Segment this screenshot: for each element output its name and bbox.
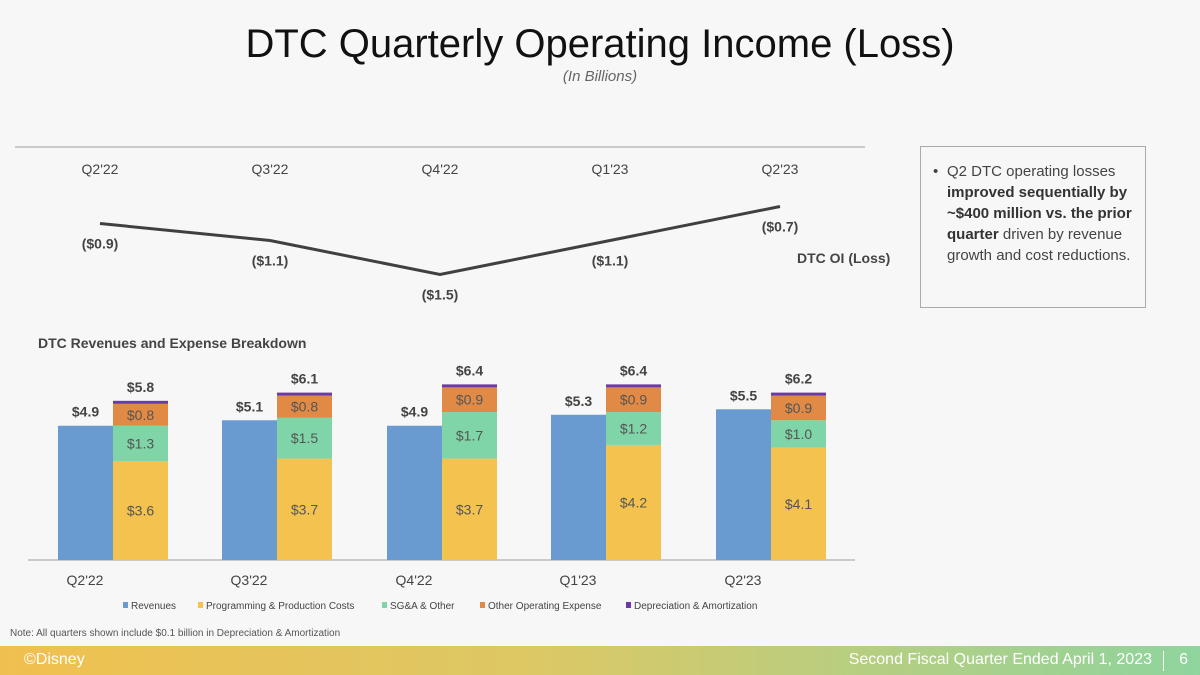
bar-total-label: $6.4 — [456, 362, 483, 378]
bar-segment-2 — [606, 387, 661, 413]
bar-x-tick: Q3'22 — [231, 572, 268, 588]
line-x-tick: Q2'23 — [762, 161, 799, 177]
bar-segment-2 — [442, 387, 497, 413]
bar-segment-2 — [277, 395, 332, 418]
bar-segment-label: $1.5 — [291, 430, 318, 446]
line-series — [99, 205, 781, 277]
legend-label: Other Operating Expense — [488, 601, 602, 612]
bar-total-label: $6.1 — [291, 371, 318, 387]
bar-segment-3 — [606, 384, 661, 388]
bar-segment-0 — [771, 447, 826, 560]
bar-segment-label: $3.7 — [456, 501, 483, 517]
brand: ©Disney — [24, 651, 85, 668]
line-x-tick: Q4'22 — [422, 161, 459, 177]
bar-segment-1 — [606, 412, 661, 445]
page-title: DTC Quarterly Operating Income (Loss) — [245, 22, 955, 66]
bar-segment-label: $3.6 — [127, 503, 154, 519]
callout-bullet: Q2 DTC operating losses improved sequent… — [933, 161, 1133, 266]
bar-segment-label: $0.9 — [620, 392, 647, 408]
bar-segment-0 — [442, 458, 497, 560]
bar-segment-label: $1.2 — [620, 420, 647, 436]
bar-x-tick: Q1'23 — [560, 572, 597, 588]
line-x-tick: Q2'22 — [82, 161, 119, 177]
bar-revenue — [387, 425, 442, 560]
bar-segment-label: $4.1 — [785, 496, 812, 512]
line-data-label: ($1.1) — [252, 253, 289, 269]
bar-x-tick: Q2'22 — [67, 572, 104, 588]
bar-segment-label: $1.7 — [456, 427, 483, 443]
page-number: 6 — [1179, 651, 1188, 668]
line-x-tick: Q1'23 — [592, 161, 629, 177]
bar-segment-1 — [771, 420, 826, 448]
legend-label: Depreciation & Amortization — [634, 601, 757, 612]
line-data-label: ($0.7) — [762, 219, 799, 235]
legend-label: Revenues — [131, 601, 176, 612]
line-data-label: ($0.9) — [82, 236, 119, 252]
bar-segment-3 — [442, 384, 497, 388]
line-x-tick: Q3'22 — [252, 161, 289, 177]
bar-segment-label: $1.0 — [785, 426, 812, 442]
legend-swatch — [198, 602, 203, 608]
charts: Q2'22 Q3'22 Q4'22 Q1'23 Q2'23 ($0.9) ($1.1) ($1… — [15, 146, 890, 612]
bar-revenue — [58, 425, 113, 560]
footnote: Note: All quarters shown include $0.1 bi… — [10, 628, 341, 639]
page-subtitle: (In Billions) — [562, 68, 638, 85]
bar-segment-label: $0.9 — [456, 392, 483, 408]
bar-segment-label: $0.9 — [785, 400, 812, 416]
legend-swatch — [626, 602, 631, 608]
legend-swatch — [382, 602, 387, 608]
bar-segment-label: $4.2 — [620, 494, 647, 510]
bar-segment-label: $1.3 — [127, 436, 154, 452]
bar-revenue — [551, 414, 606, 560]
bar-segment-label: $0.8 — [127, 407, 154, 423]
bar-segment-label: $3.7 — [291, 501, 318, 517]
callout-box: Q2 DTC operating losses improved sequent… — [920, 146, 1146, 308]
bar-segment-3 — [771, 392, 826, 396]
bar-segment-2 — [113, 403, 168, 426]
bar-x-tick: Q2'23 — [725, 572, 762, 588]
bar-revenue-label: $5.5 — [730, 387, 757, 403]
bar-segment-2 — [771, 395, 826, 421]
bar-segment-label: $0.8 — [291, 399, 318, 415]
bar-total-label: $6.4 — [620, 362, 647, 378]
bar-segment-0 — [113, 461, 168, 560]
bar-segment-1 — [277, 417, 332, 459]
legend-swatch — [480, 602, 485, 608]
legend-label: SG&A & Other — [390, 601, 455, 612]
footer: ©Disney Second Fiscal Quarter Ended Apri… — [0, 646, 1200, 675]
divider — [1163, 651, 1164, 671]
bar-revenue-label: $5.1 — [236, 398, 263, 414]
bar-segment-0 — [606, 444, 661, 560]
bar-revenue — [716, 409, 771, 560]
bar-x-tick: Q4'22 — [396, 572, 433, 588]
bar-total-label: $5.8 — [127, 379, 154, 395]
bar-segment-1 — [113, 425, 168, 462]
bar-revenue-label: $4.9 — [401, 404, 428, 420]
legend-swatch — [123, 602, 128, 608]
line-data-label: ($1.1) — [592, 253, 629, 269]
bar-revenue — [222, 420, 277, 560]
bar-segment-0 — [277, 458, 332, 560]
line-data-label: ($1.5) — [422, 287, 459, 303]
bar-segment-3 — [277, 392, 332, 396]
bar-segment-1 — [442, 412, 497, 459]
bar-segment-3 — [113, 400, 168, 404]
bar-revenue-label: $4.9 — [72, 404, 99, 420]
bar-chart-title: DTC Revenues and Expense Breakdown — [38, 335, 306, 351]
bar-total-label: $6.2 — [785, 371, 812, 387]
line-series-label: DTC OI (Loss) — [797, 250, 890, 266]
bar-revenue-label: $5.3 — [565, 393, 592, 409]
period-label: Second Fiscal Quarter Ended April 1, 202… — [848, 651, 1152, 668]
legend-label: Programming & Production Costs — [206, 601, 354, 612]
